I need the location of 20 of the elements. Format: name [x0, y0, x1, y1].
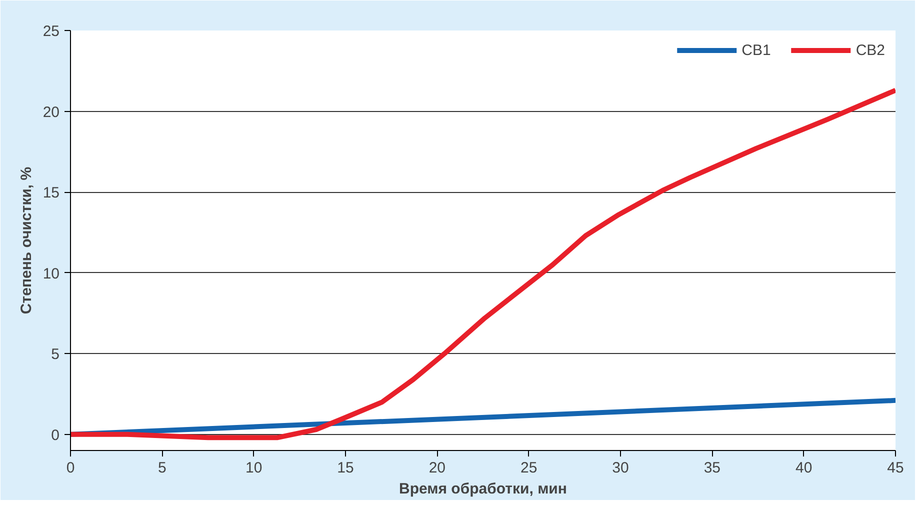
x-axis-title: Время обработки, мин: [399, 480, 567, 498]
y-tick-label: 25: [42, 23, 60, 40]
y-tick-label: 0: [51, 426, 60, 444]
legend-label: СВ2: [856, 42, 885, 58]
x-tick-label: 35: [704, 460, 721, 476]
x-tick-label: 5: [158, 460, 166, 476]
y-tick-label: 20: [42, 104, 60, 121]
legend-label: СВ1: [742, 42, 771, 58]
x-tick-label: 45: [887, 460, 904, 476]
x-tick-label: 40: [795, 460, 812, 476]
x-tick-label: 30: [612, 460, 629, 476]
x-tick-label: 25: [520, 460, 538, 476]
y-tick-label: 5: [51, 346, 60, 364]
x-tick-label: 15: [337, 460, 354, 476]
x-tick-label: 0: [66, 460, 75, 476]
y-tick-label: 15: [42, 184, 60, 202]
x-tick-label: 10: [245, 460, 262, 476]
y-tick-label: 10: [42, 265, 60, 282]
y-axis-title: Степень очистки, %: [18, 166, 35, 314]
x-tick-label: 20: [428, 460, 446, 476]
